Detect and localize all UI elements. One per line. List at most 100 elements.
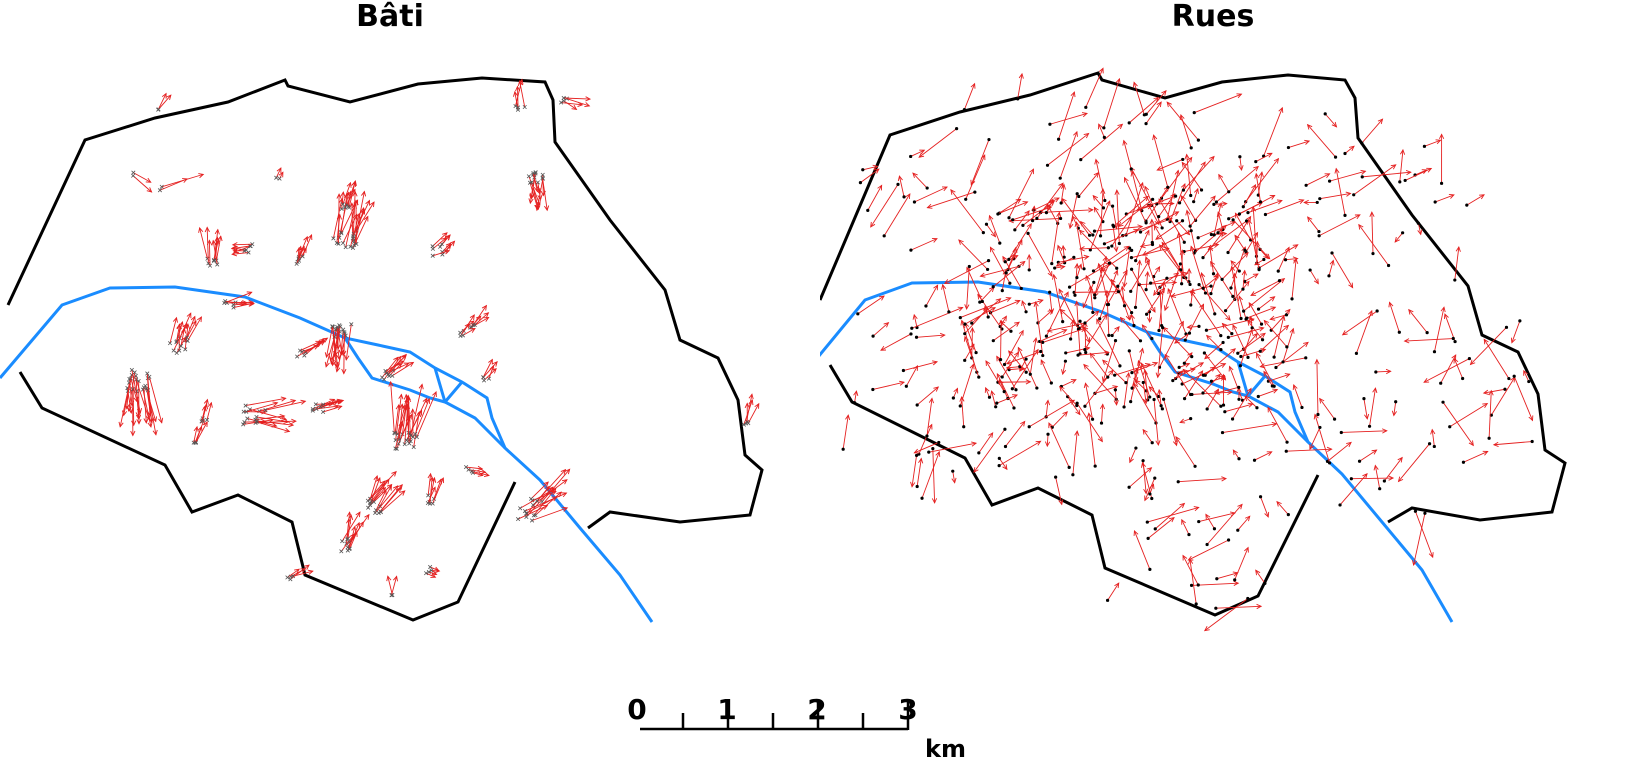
x-marker-icon [300, 254, 305, 259]
dot-marker-icon [1189, 229, 1193, 233]
river-island-channel-2 [433, 367, 507, 450]
dot-marker-icon [914, 335, 919, 339]
displacement-arrow [1145, 287, 1166, 316]
dot-marker-icon [1204, 328, 1209, 332]
dot-marker-icon [1231, 218, 1235, 222]
displacement-arrow [1076, 350, 1110, 357]
displacement-arrow [1156, 157, 1185, 171]
displacement-arrow [1317, 214, 1361, 238]
dot-marker-icon [1205, 542, 1209, 547]
dot-marker-icon [1239, 354, 1243, 359]
displacement-arrow [1145, 506, 1200, 524]
displacement-arrow [1190, 290, 1223, 338]
dot-marker-icon [1122, 304, 1127, 308]
x-marker-icon [295, 354, 300, 359]
displacement-arrow [1179, 113, 1193, 150]
displacement-arrow [1008, 350, 1028, 374]
displacement-arrow [1360, 118, 1384, 145]
x-marker-icon [524, 511, 529, 516]
x-marker-icon [531, 170, 536, 176]
x-marker-icon [318, 404, 323, 409]
dot-marker-icon [1465, 203, 1469, 207]
displacement-arrow [1165, 169, 1180, 221]
displacement-arrow [1141, 380, 1149, 405]
x-marker-icon [423, 571, 429, 576]
dot-marker-icon [1138, 339, 1143, 343]
displacement-arrow [1110, 325, 1120, 338]
dot-marker-icon [1002, 362, 1007, 367]
dot-marker-icon [909, 332, 913, 336]
x-marker-icon [561, 98, 566, 103]
displacement-arrow [388, 380, 397, 435]
displacement-arrow [1122, 139, 1133, 171]
x-marker-icon [347, 546, 352, 552]
x-marker-icon [522, 104, 527, 110]
dot-marker-icon [955, 127, 959, 131]
city-boundary-south [18, 371, 517, 622]
displacement-arrow [1058, 130, 1078, 180]
dot-marker-icon [986, 315, 990, 319]
x-marker-icon [243, 403, 248, 408]
dot-marker-icon [1041, 340, 1045, 345]
displacement-arrow [1038, 329, 1068, 344]
dot-marker-icon [1116, 284, 1120, 288]
dot-marker-icon [856, 312, 860, 316]
x-marker-icon [564, 96, 569, 101]
dot-marker-icon [1003, 260, 1007, 264]
dot-marker-icon [1008, 281, 1012, 285]
dot-marker-icon [1259, 322, 1264, 326]
displacement-arrow [870, 182, 900, 228]
displacement-arrow [1127, 96, 1160, 125]
displacement-arrow [373, 489, 387, 513]
displacement-arrow [1026, 231, 1053, 277]
displacement-arrow [951, 469, 957, 484]
dot-marker-icon [1014, 388, 1018, 392]
dot-marker-icon [1277, 279, 1282, 283]
displacement-arrow [910, 306, 964, 330]
dot-marker-icon [1237, 385, 1241, 389]
displacement-arrow [365, 480, 386, 503]
x-marker-icon [402, 442, 407, 447]
displacement-arrow [1133, 529, 1152, 572]
dot-marker-icon [1300, 405, 1304, 410]
dot-marker-icon [1461, 460, 1466, 464]
x-marker-icon [389, 593, 394, 598]
dot-marker-icon [1134, 446, 1138, 450]
dot-marker-icon [1451, 336, 1455, 341]
displacement-arrow [561, 98, 578, 110]
displacement-arrow [998, 319, 1004, 362]
displacement-arrow [1203, 596, 1250, 632]
displacement-arrow [1189, 245, 1208, 295]
displacement-arrow [1099, 403, 1106, 425]
dot-marker-icon [1201, 391, 1205, 395]
displacement-arrow [1041, 327, 1087, 345]
dot-marker-icon [1197, 283, 1201, 287]
dot-marker-icon [1197, 324, 1201, 329]
dot-marker-icon [970, 321, 974, 325]
displacement-arrow [997, 456, 1008, 471]
dot-marker-icon [1153, 527, 1157, 531]
dot-marker-icon [1211, 272, 1216, 276]
displacement-arrow [1074, 221, 1086, 271]
displacement-arrow [131, 387, 137, 427]
map-panel-bati: Bâti [0, 0, 830, 660]
dot-marker-icon [1054, 475, 1058, 479]
dot-marker-icon [1087, 233, 1092, 237]
dot-marker-icon [1226, 335, 1230, 339]
displacement-arrow [1330, 251, 1354, 289]
dot-marker-icon [871, 334, 875, 338]
dot-marker-icon [1360, 141, 1364, 145]
dot-marker-icon [1000, 289, 1004, 293]
dot-marker-icon [981, 231, 985, 235]
displacement-arrow [1100, 266, 1121, 294]
dot-marker-icon [997, 456, 1001, 460]
dot-marker-icon [882, 234, 886, 238]
displacement-arrow [1254, 152, 1273, 164]
dot-marker-icon [1401, 231, 1405, 235]
displacement-arrow [373, 485, 399, 516]
dot-marker-icon [1317, 229, 1321, 234]
dot-marker-icon [1181, 188, 1186, 192]
dot-marker-icon [1339, 430, 1343, 435]
displacement-arrow [1303, 199, 1319, 206]
displacement-arrow [393, 420, 404, 451]
